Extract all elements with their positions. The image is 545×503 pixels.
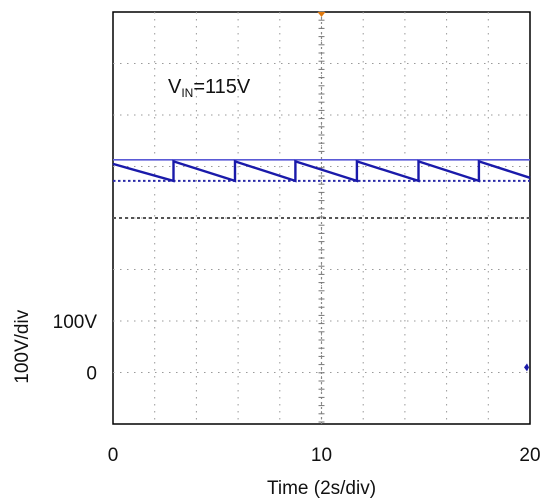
vin-annotation: VIN=115V — [168, 76, 251, 100]
ground-marker — [524, 363, 529, 372]
series-line — [112, 159, 531, 183]
y-tick-label: 0 — [86, 364, 97, 385]
reference-lines — [113, 159, 530, 219]
marker-layer — [317, 12, 529, 372]
trigger-marker — [317, 12, 326, 17]
x-tick-label: 10 — [311, 445, 332, 466]
annotation-subscript: IN — [181, 86, 193, 100]
x-axis-title: Time (2s/div) — [267, 478, 376, 499]
annotation-suffix: =115V — [193, 76, 251, 98]
x-tick-label: 20 — [519, 445, 540, 466]
series-layer — [112, 159, 531, 183]
y-tick-labels: 100V 0 — [53, 312, 98, 385]
y-axis-title: 100V/div — [12, 309, 33, 383]
x-tick-labels: 0 10 20 — [108, 445, 541, 466]
x-tick-label: 0 — [108, 445, 119, 466]
annotation-main: V — [168, 76, 182, 98]
y-tick-label: 100V — [53, 312, 98, 333]
